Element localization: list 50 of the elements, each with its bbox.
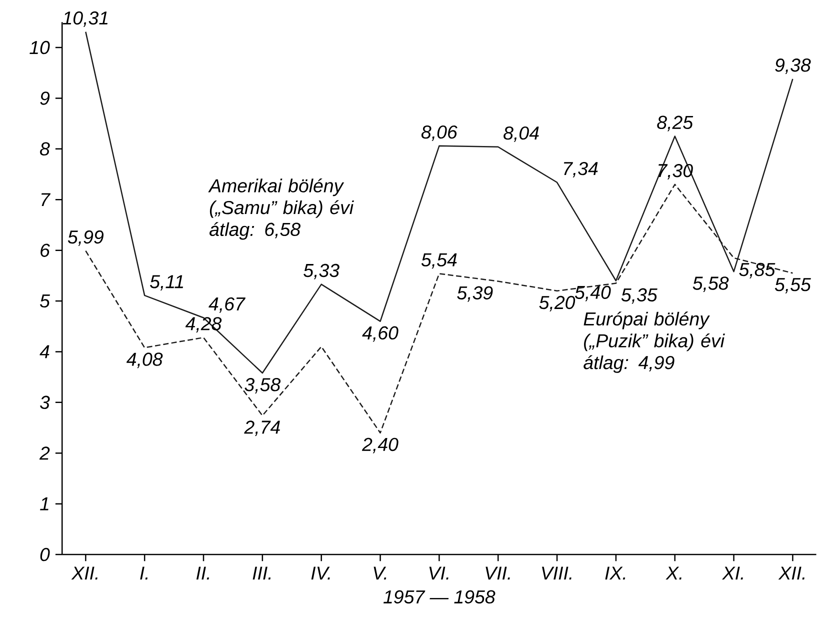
data-label: 4,08 <box>126 352 163 368</box>
y-tick-label: 5 <box>40 294 50 308</box>
data-label: 4,60 <box>362 326 398 342</box>
data-label: 5,33 <box>304 264 340 280</box>
data-label: 5,35 <box>621 288 658 304</box>
y-tick-label: 2 <box>39 446 50 460</box>
data-label: 5,40 <box>574 286 611 302</box>
x-axis-title: 1957 — 1958 <box>384 590 496 604</box>
x-tick-label: II. <box>196 566 210 580</box>
x-tick-label: VII. <box>486 566 510 580</box>
x-tick-label: X. <box>666 566 682 580</box>
y-tick-label: 6 <box>40 244 50 258</box>
x-tick-label: XII. <box>71 566 98 580</box>
data-label: 5,20 <box>539 296 576 312</box>
data-label: 7,34 <box>564 162 598 178</box>
x-tick-label: IX. <box>605 566 626 580</box>
data-label: 5,58 <box>692 276 729 292</box>
x-tick-label: VIII. <box>542 566 572 580</box>
data-label: 5,55 <box>774 278 811 294</box>
y-tick-label: 4 <box>40 345 50 358</box>
x-tick-label: VI. <box>429 566 448 580</box>
y-tick-label: 8 <box>40 142 50 156</box>
data-label: 9,38 <box>775 58 811 74</box>
y-tick-label: 10 <box>30 41 50 54</box>
data-label: 5,54 <box>421 253 457 269</box>
data-label: 8,06 <box>421 126 458 141</box>
y-tick-label: 9 <box>40 92 50 105</box>
text: Amerikai bölény („Samu” bika) évi átlag: 6,58 <box>208 178 354 240</box>
data-label: 5,85 <box>739 263 776 278</box>
data-label: 3,58 <box>244 378 281 394</box>
data-label: 5,11 <box>150 275 184 291</box>
data-label: 8,25 <box>657 116 694 132</box>
y-tick-label: 0 <box>40 548 50 562</box>
data-label: 10,31 <box>62 11 108 27</box>
data-label: 2,40 <box>362 438 398 454</box>
x-tick-label: IV. <box>311 566 330 580</box>
x-tick-label: I. <box>140 566 148 580</box>
data-label: 8,04 <box>504 126 539 142</box>
y-tick-label: 1 <box>40 497 48 510</box>
data-label: 5,39 <box>457 286 493 302</box>
data-label: 5,99 <box>68 230 104 246</box>
y-tick-label: 7 <box>41 193 51 206</box>
x-tick-label: V. <box>374 566 386 580</box>
x-tick-label: III. <box>252 566 271 580</box>
y-tick-label: 3 <box>40 396 50 410</box>
data-label: 2,74 <box>244 420 280 436</box>
series-label: Európai bölény („Puzik” bika) évi átlag: 4,99 <box>584 312 725 374</box>
data-label: 4,67 <box>208 297 246 313</box>
x-tick-label: XII. <box>778 566 804 580</box>
x-tick-label: XI. <box>722 566 743 580</box>
